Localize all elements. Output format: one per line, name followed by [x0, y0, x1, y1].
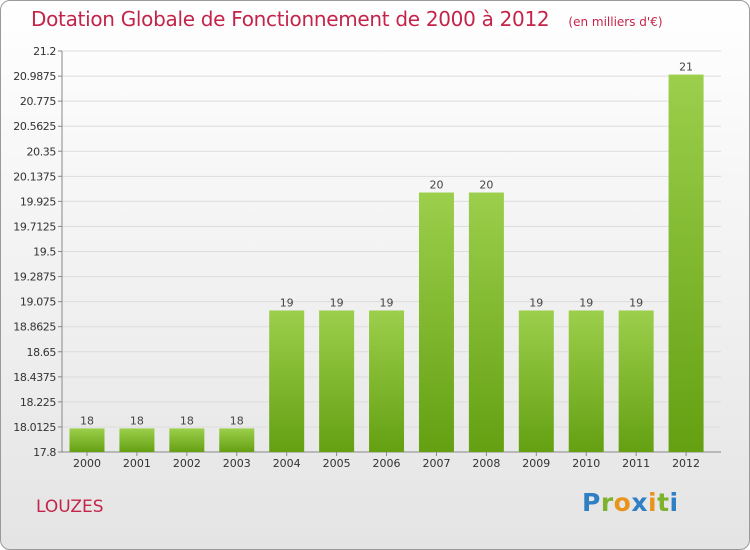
bar-2004: [269, 310, 305, 452]
y-tick-label: 20.5625: [13, 120, 56, 133]
x-tick-label: 2001: [123, 457, 151, 470]
data-label: 19: [280, 296, 294, 309]
y-tick-label: 18.4375: [13, 371, 56, 384]
logo-letter: t: [657, 488, 670, 517]
y-tick-label: 20.35: [27, 145, 57, 158]
y-tick-label: 20.775: [20, 95, 56, 108]
bar-2001: [119, 428, 155, 452]
logo-letter: i: [669, 488, 679, 517]
x-tick-label: 2003: [223, 457, 251, 470]
data-label: 18: [130, 414, 144, 427]
bar-2011: [618, 310, 654, 452]
data-label: 18: [180, 414, 194, 427]
x-tick-label: 2006: [373, 457, 401, 470]
bar-2008: [468, 192, 504, 452]
y-tick-label: 20.9875: [13, 70, 56, 83]
data-label: 20: [429, 179, 443, 192]
data-label: 19: [380, 296, 394, 309]
y-tick-label: 18.8625: [13, 321, 56, 334]
data-label: 21: [679, 61, 693, 74]
y-tick-label: 19.7125: [13, 220, 56, 233]
y-tick-labels: 17.8 18.0125 18.225 18.4375 18.65 18.8625 19.0…: [13, 45, 62, 459]
bar-2007: [418, 192, 454, 452]
x-tick-label: 2004: [273, 457, 301, 470]
y-tick-label: 17.8: [33, 446, 56, 459]
x-tick-label: 2008: [472, 457, 500, 470]
data-label: 19: [629, 296, 643, 309]
x-tick-label: 2007: [422, 457, 450, 470]
x-tick-label: 2010: [572, 457, 600, 470]
proxiti-logo[interactable]: Proxiti: [582, 488, 679, 517]
logo-letter: x: [631, 488, 648, 517]
logo-letter: o: [613, 488, 632, 517]
x-tick-label: 2005: [323, 457, 351, 470]
y-tick-label: 19.2875: [13, 271, 56, 284]
y-tick-label: 18.225: [20, 396, 56, 409]
bar-2006: [369, 310, 405, 452]
y-tick-label: 19.075: [20, 296, 56, 309]
data-label: 19: [579, 296, 593, 309]
chart-title: Dotation Globale de Fonctionnement de 20…: [31, 7, 550, 31]
y-tick-label: 21.2: [33, 45, 56, 58]
bar-2005: [319, 310, 355, 452]
y-tick-label: 18.65: [27, 346, 57, 359]
logo-letter: i: [648, 488, 658, 517]
y-tick-label: 20.1375: [13, 170, 56, 183]
x-tick-label: 2012: [672, 457, 700, 470]
x-tick-label: 2009: [522, 457, 550, 470]
x-tick-labels: 2000 2001 2002 2003 2004 2005 2006 2007 2008 2009…: [73, 452, 700, 470]
x-tick-label: 2000: [73, 457, 101, 470]
x-tick-label: 2002: [173, 457, 201, 470]
bar-2009: [518, 310, 554, 452]
town-name: LOUZES: [36, 497, 104, 517]
bar-2003: [219, 428, 255, 452]
y-tick-label: 18.0125: [13, 421, 56, 434]
logo-letter: P: [582, 488, 601, 517]
data-label: 19: [529, 296, 543, 309]
data-label: 19: [330, 296, 344, 309]
data-labels: 18 18 18 18 19 19 19 20 20 19 19 19 21: [80, 61, 693, 428]
data-label: 18: [230, 414, 244, 427]
data-label: 20: [479, 179, 493, 192]
data-label: 18: [80, 414, 94, 427]
bar-2002: [169, 428, 205, 452]
bar-2012: [668, 74, 704, 453]
bar-2010: [568, 310, 604, 452]
chart-unit: (en milliers d'€): [568, 15, 663, 29]
x-tick-label: 2011: [622, 457, 650, 470]
bar-2000: [69, 428, 105, 452]
title-row: Dotation Globale de Fonctionnement de 20…: [31, 7, 663, 31]
bars: [69, 74, 704, 453]
logo-letter: r: [600, 488, 614, 517]
y-tick-label: 19.5: [33, 246, 56, 259]
y-tick-label: 19.925: [20, 195, 56, 208]
